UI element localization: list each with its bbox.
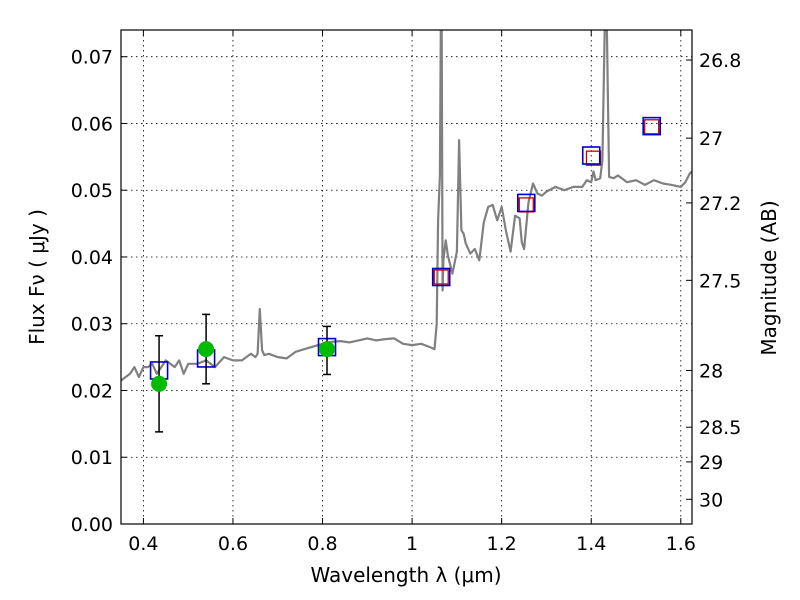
y2-tick-label: 26.8 bbox=[699, 50, 741, 72]
y2-tick-label: 28 bbox=[699, 360, 723, 382]
y-axis-label: Flux Fν ( μJy ) bbox=[25, 209, 49, 345]
y-tick-label: 0.02 bbox=[71, 380, 113, 402]
band-square-marker bbox=[516, 193, 536, 213]
y2-tick-label: 30 bbox=[699, 489, 723, 511]
axes-frame bbox=[120, 29, 693, 525]
y2-tick-label: 29 bbox=[699, 452, 723, 474]
observed-point bbox=[198, 341, 215, 358]
model-photometry-marker bbox=[433, 269, 449, 285]
x-tick-label: 1.2 bbox=[487, 533, 517, 555]
y-tick-label: 0.01 bbox=[71, 447, 113, 469]
x-tick-label: 1.6 bbox=[666, 533, 696, 555]
y2-tick-label: 28.5 bbox=[699, 417, 741, 439]
x-tick-label: 0.8 bbox=[307, 533, 337, 555]
x-axis-label: Wavelength λ (μm) bbox=[310, 563, 501, 587]
y-tick-label: 0.00 bbox=[71, 514, 113, 536]
axis-ticks: 0.4 0.6 0.8 1 1.2 1.4 1.6 0.00 0.01 0.02 0.03 0.04 0… bbox=[71, 30, 741, 555]
model-photometry-marker bbox=[585, 150, 602, 166]
y-tick-label: 0.05 bbox=[71, 180, 113, 202]
y-tick-label: 0.04 bbox=[71, 247, 113, 269]
y-tick-label: 0.03 bbox=[71, 314, 113, 336]
y-tick-label: 0.07 bbox=[71, 47, 113, 69]
y2-tick-label: 27.5 bbox=[699, 270, 741, 292]
x-tick-label: 0.4 bbox=[128, 533, 158, 555]
band-square-marker bbox=[431, 267, 451, 287]
model-photometry-marker bbox=[644, 119, 660, 135]
band-square-marker bbox=[581, 146, 601, 165]
band-square-marker bbox=[642, 116, 661, 136]
y2-axis-label: Magnitude (AB) bbox=[757, 200, 781, 355]
grid bbox=[121, 30, 692, 524]
observed-point bbox=[319, 341, 336, 358]
y2-tick-label: 27.2 bbox=[699, 193, 741, 215]
y2-tick-label: 27 bbox=[699, 128, 723, 150]
x-tick-label: 1 bbox=[406, 533, 418, 555]
x-tick-label: 1.4 bbox=[576, 533, 606, 555]
x-tick-label: 0.6 bbox=[218, 533, 248, 555]
observed-point bbox=[151, 375, 168, 392]
y-tick-label: 0.06 bbox=[71, 113, 113, 135]
model-photometry-marker bbox=[518, 197, 534, 213]
spectrum-line bbox=[121, 30, 692, 382]
plot-area bbox=[121, 30, 692, 433]
